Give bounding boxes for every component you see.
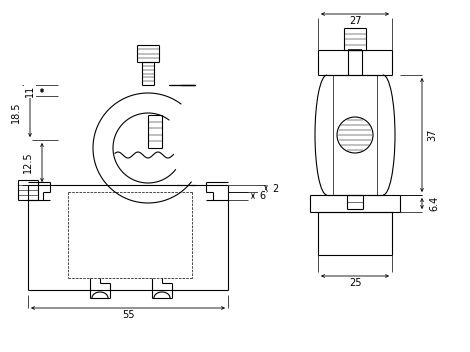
Text: 18.5: 18.5 xyxy=(11,102,21,123)
Text: 12.5: 12.5 xyxy=(23,152,33,173)
Text: 25: 25 xyxy=(349,278,361,288)
Text: 37: 37 xyxy=(427,129,437,141)
Text: 27: 27 xyxy=(349,16,361,26)
Text: 6.4: 6.4 xyxy=(429,196,439,211)
Text: 2: 2 xyxy=(272,183,278,194)
Text: 6: 6 xyxy=(259,191,265,201)
Text: 55: 55 xyxy=(122,310,134,320)
Text: 11: 11 xyxy=(25,84,35,97)
